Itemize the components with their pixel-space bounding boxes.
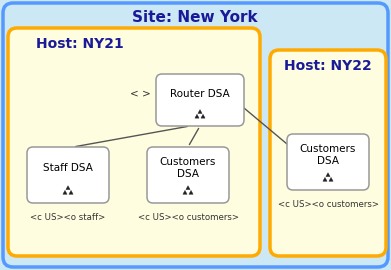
FancyBboxPatch shape	[8, 28, 260, 256]
Text: Staff DSA: Staff DSA	[43, 163, 93, 173]
Text: Site: New York: Site: New York	[132, 11, 258, 25]
Polygon shape	[329, 177, 333, 181]
Text: Host: NY21: Host: NY21	[36, 37, 124, 51]
Polygon shape	[63, 190, 67, 194]
Polygon shape	[189, 190, 193, 194]
Text: <c US><o customers>: <c US><o customers>	[138, 213, 239, 222]
Text: Customers
DSA: Customers DSA	[160, 157, 216, 180]
Polygon shape	[198, 110, 202, 113]
Polygon shape	[186, 186, 190, 190]
FancyBboxPatch shape	[287, 134, 369, 190]
Polygon shape	[326, 173, 330, 177]
Text: Host: NY22: Host: NY22	[284, 59, 372, 73]
Polygon shape	[69, 190, 73, 194]
Polygon shape	[183, 190, 187, 194]
Polygon shape	[201, 114, 205, 118]
Text: Customers
DSA: Customers DSA	[300, 144, 356, 167]
Polygon shape	[323, 177, 327, 181]
Text: <c US><o customers>: <c US><o customers>	[278, 200, 378, 209]
FancyBboxPatch shape	[3, 3, 388, 267]
FancyBboxPatch shape	[147, 147, 229, 203]
Polygon shape	[66, 186, 70, 190]
Text: <c US><o staff>: <c US><o staff>	[30, 213, 106, 222]
FancyBboxPatch shape	[27, 147, 109, 203]
Text: < >: < >	[130, 89, 151, 99]
Text: Router DSA: Router DSA	[170, 89, 230, 99]
FancyBboxPatch shape	[270, 50, 386, 256]
FancyBboxPatch shape	[156, 74, 244, 126]
Polygon shape	[195, 114, 199, 118]
